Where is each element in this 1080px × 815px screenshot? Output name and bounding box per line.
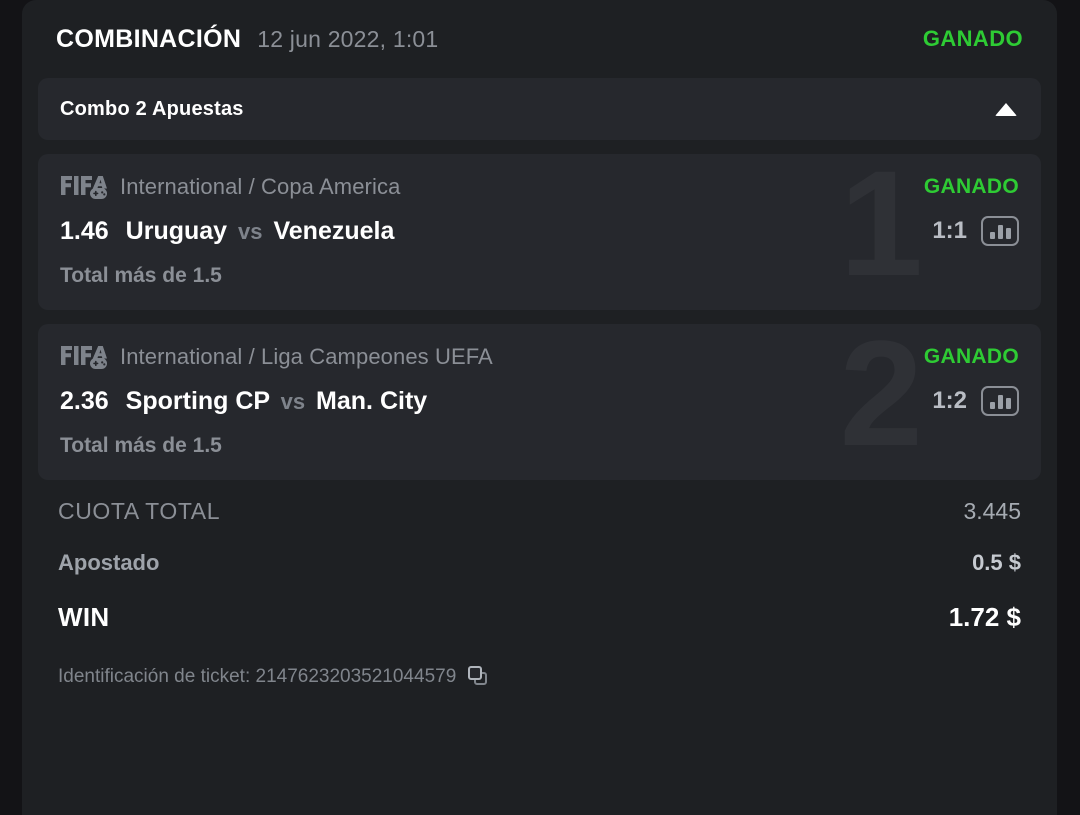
ticket-header: COMBINACIÓN 12 jun 2022, 1:01 GANADO [38,0,1041,78]
win-label: WIN [58,602,110,632]
away-team-name: Venezuela [273,216,395,245]
bet-league-name: International / Liga Campeones UEFA [120,344,493,369]
bar-1 [989,402,995,409]
win-row: WIN 1.72 $ [58,602,1021,654]
bet-league-row: International / Copa America GANADO [60,172,1019,202]
bet-event-name: Sporting CP vs Man. City [126,387,428,416]
bet-status-badge: GANADO [923,175,1019,198]
ticket-date: 12 jun 2022, 1:01 [257,25,439,52]
bet-result-group: 1:2 [932,386,1019,416]
bar-3 [1005,228,1011,239]
bar-2 [997,395,1003,409]
bar-1 [989,232,995,239]
copy-icon[interactable] [468,666,490,688]
bet-market-name: Total más de 1.5 [60,264,222,287]
fifa-esports-icon [60,342,108,372]
bet-odds-value: 1.46 [60,216,109,245]
bet-selection-row[interactable]: 1 [38,154,1041,310]
bet-league-name: International / Copa America [120,174,401,199]
ticket-status-badge: GANADO [922,26,1023,51]
home-team-name: Uruguay [125,216,228,245]
fifa-esports-icon [60,172,108,202]
triangle-shape [995,102,1017,116]
ticket-summary: CUOTA TOTAL 3.445 Apostado 0.5 $ WIN 1.7… [38,480,1041,688]
versus-label: vs [280,388,306,414]
bet-selection-row[interactable]: 2 [38,324,1041,480]
win-value: 1.72 $ [948,602,1021,632]
bet-league-row: International / Liga Campeones UEFA GANA… [60,342,1019,372]
bet-odds-value: 2.36 [60,386,109,415]
chevron-up-icon[interactable] [993,96,1019,122]
total-odds-label: CUOTA TOTAL [58,498,221,524]
stake-row: Apostado 0.5 $ [58,550,1021,602]
stake-value: 0.5 $ [972,550,1021,575]
bar-2 [997,225,1003,239]
bar-chart-icon[interactable] [981,216,1019,246]
bet-result-group: 1:1 [932,216,1019,246]
ticket-id-text: Identificación de ticket: 21476232035210… [58,666,457,687]
ticket-type-title: COMBINACIÓN [56,24,242,53]
copy-icon-front-square [468,666,483,680]
bet-status-badge: GANADO [923,345,1019,368]
away-team-name: Man. City [316,386,428,415]
combo-summary-bar[interactable]: Combo 2 Apuestas [38,78,1041,140]
bet-event-row: 1.46 Uruguay vs Venezuela 1:1 [60,216,1019,246]
home-team-name: Sporting CP [125,386,270,415]
bar-chart-icon[interactable] [981,386,1019,416]
versus-label: vs [238,218,263,244]
stake-label: Apostado [58,550,160,575]
total-odds-row: CUOTA TOTAL 3.445 [58,498,1021,550]
total-odds-value: 3.445 [963,498,1021,524]
bet-ticket-card: COMBINACIÓN 12 jun 2022, 1:01 GANADO Com… [22,0,1057,815]
bar-3 [1005,398,1011,409]
bet-event-row: 2.36 Sporting CP vs Man. City 1:2 [60,386,1019,416]
bet-score: 1:1 [932,217,967,244]
combo-label: Combo 2 Apuestas [60,97,244,120]
ticket-id-row: Identificación de ticket: 21476232035210… [58,666,1021,688]
bet-event-name: Uruguay vs Venezuela [126,217,395,246]
bet-market-name: Total más de 1.5 [60,434,222,457]
bet-score: 1:2 [932,387,967,414]
